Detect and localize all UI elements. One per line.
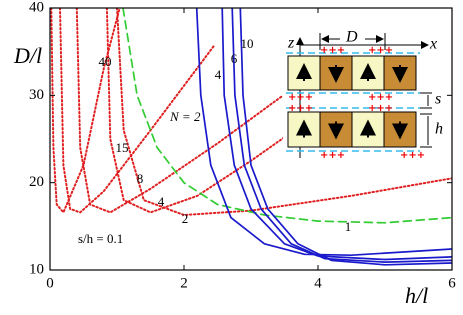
charges: +++ [368,45,393,56]
cells: +++ ++++++ ++++++ ++++++ +++ [287,45,425,161]
plot-frame [49,7,453,271]
curve-label: 15 [116,140,129,155]
annotation: N = 2 [169,109,201,124]
curve-label: 10 [241,36,254,51]
curve-label: 4 [215,67,222,82]
charges: +++ [320,45,345,56]
curve-label: 2 [182,211,189,226]
charges: +++ [368,103,393,114]
annotation: s/h = 0.1 [78,231,123,246]
charges: +++ [320,150,345,161]
x-tick-label: 0 [46,275,54,291]
curve [239,8,452,266]
s-label: s [435,91,441,108]
interfaces [286,52,420,152]
y-tick-label: 20 [29,174,44,190]
curve [221,8,452,261]
x-tick-label: 2 [180,275,188,291]
inset-diagram: z x D +++ ++++++ ++++++ ++++++ +++ s h [283,29,443,162]
curve-label: 8 [137,171,144,186]
curve [195,8,452,257]
y-tick-label: 30 [29,87,44,103]
curve [50,8,121,214]
x-label: x [429,36,437,53]
y-axis-label: D/l [13,43,42,68]
y-tick-label: 40 [29,0,44,15]
x-axis-label: h/l [405,283,428,308]
x-tick-label: 6 [448,275,456,291]
curve [59,8,216,214]
charges: +++ [400,150,425,161]
charges: +++ [368,92,393,103]
curve [116,8,452,216]
curve-label: 6 [231,51,238,66]
curve [231,8,452,263]
charges: +++ [288,103,313,114]
curve-label: 1 [345,219,352,234]
curve [122,8,452,224]
curves [50,8,452,266]
d-label: D [345,29,358,46]
curve-label: 40 [99,54,112,69]
h-label: h [435,121,443,138]
y-tick-label: 10 [29,261,44,277]
x-tick-label: 4 [314,275,322,291]
charges: +++ [288,92,313,103]
curve-label: 4 [158,194,165,209]
z-label: z [287,35,295,52]
curve [75,8,285,214]
